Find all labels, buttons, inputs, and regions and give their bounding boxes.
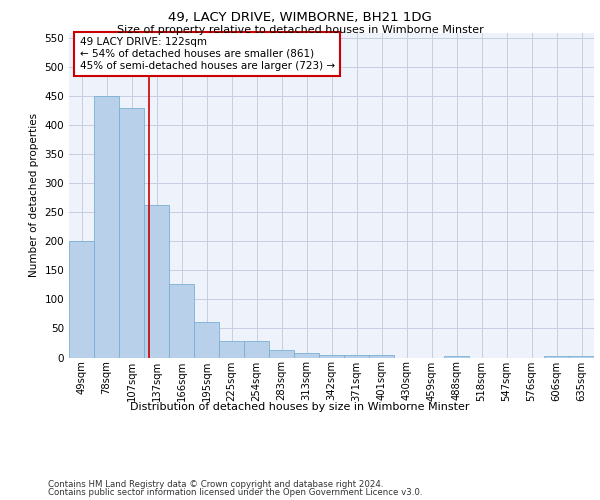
Text: 49 LACY DRIVE: 122sqm
← 54% of detached houses are smaller (861)
45% of semi-det: 49 LACY DRIVE: 122sqm ← 54% of detached … — [79, 38, 335, 70]
Bar — [444, 356, 469, 358]
Bar — [294, 353, 319, 358]
Text: 49, LACY DRIVE, WIMBORNE, BH21 1DG: 49, LACY DRIVE, WIMBORNE, BH21 1DG — [168, 11, 432, 24]
Bar — [319, 354, 344, 358]
Bar — [194, 322, 219, 358]
Text: Size of property relative to detached houses in Wimborne Minster: Size of property relative to detached ho… — [116, 25, 484, 35]
Text: Contains public sector information licensed under the Open Government Licence v3: Contains public sector information licen… — [48, 488, 422, 497]
Bar — [94, 96, 119, 358]
Text: Contains HM Land Registry data © Crown copyright and database right 2024.: Contains HM Land Registry data © Crown c… — [48, 480, 383, 489]
Bar — [569, 356, 594, 358]
Bar — [369, 354, 394, 358]
Bar — [544, 356, 569, 358]
Bar — [219, 340, 244, 357]
Bar — [244, 341, 269, 357]
Bar — [344, 354, 369, 358]
Bar — [69, 242, 94, 358]
Y-axis label: Number of detached properties: Number of detached properties — [29, 113, 39, 277]
Bar — [144, 205, 169, 358]
Bar — [269, 350, 294, 358]
Bar — [119, 108, 144, 358]
Bar — [169, 284, 194, 358]
Text: Distribution of detached houses by size in Wimborne Minster: Distribution of detached houses by size … — [130, 402, 470, 412]
